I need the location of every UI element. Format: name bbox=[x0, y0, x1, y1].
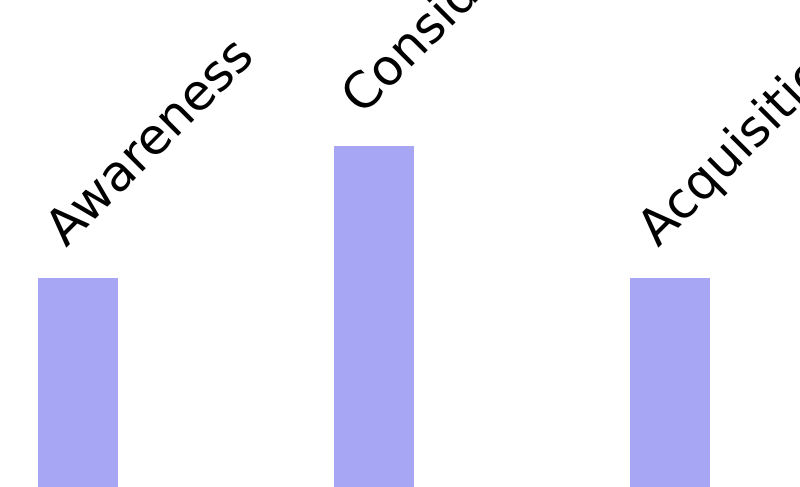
x-tick-label: Awareness bbox=[33, 26, 264, 257]
bar bbox=[630, 278, 710, 487]
bar bbox=[38, 278, 118, 487]
x-tick-label: Consideration bbox=[329, 0, 615, 124]
bar bbox=[334, 146, 414, 487]
x-tick-label: Acquisition bbox=[625, 22, 800, 257]
